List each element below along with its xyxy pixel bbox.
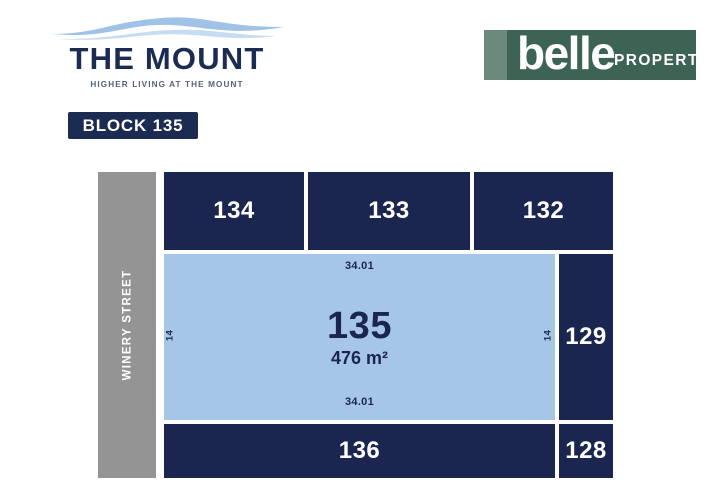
street-name-label: WINERY STREET	[121, 269, 134, 381]
block-badge: BLOCK 135	[68, 112, 198, 139]
lot-label: 129	[565, 323, 607, 350]
lot-135-area: 476 m²	[330, 347, 389, 368]
lot-134[interactable]: 134	[164, 172, 304, 250]
lot-132[interactable]: 132	[474, 172, 613, 250]
lot-dimension-bottom: 34.01	[344, 396, 375, 408]
lot-129[interactable]: 129	[559, 254, 613, 420]
lot-133[interactable]: 133	[308, 172, 470, 250]
street-winery-street: WINERY STREET	[98, 172, 156, 478]
lot-136[interactable]: 136	[164, 424, 555, 478]
lot-dimension-top: 34.01	[344, 260, 375, 272]
the-mount-logo: THE MOUNT HIGHER LIVING AT THE MOUNT	[42, 14, 292, 102]
lot-135-number: 135	[327, 304, 392, 347]
site-plan: WINERY STREET 134 133 132 129 128 136 34…	[98, 172, 613, 478]
lot-label: 134	[213, 197, 255, 224]
brand-wordmark: THE MOUNT	[69, 41, 265, 76]
belle-accent-bar	[484, 30, 507, 80]
lot-label: 136	[338, 437, 381, 464]
belle-property-logo: belle PROPERTY	[484, 27, 709, 80]
lot-label: 128	[565, 437, 607, 464]
lot-label: 132	[522, 197, 565, 224]
belle-property-suffix: PROPERTY	[614, 52, 711, 69]
belle-wordmark: belle	[517, 27, 616, 79]
lot-128[interactable]: 128	[559, 424, 613, 478]
lot-label: 133	[368, 197, 410, 224]
lot-135-content: 135 476 m²	[164, 254, 555, 420]
block-badge-label: BLOCK 135	[82, 115, 184, 135]
wave-mountain-icon	[52, 17, 284, 40]
brand-tagline: HIGHER LIVING AT THE MOUNT	[90, 80, 244, 89]
page-header: THE MOUNT HIGHER LIVING AT THE MOUNT BLO…	[0, 0, 713, 160]
lot-135-subject[interactable]: 34.01 34.01 14 14 135 476 m²	[164, 254, 555, 420]
